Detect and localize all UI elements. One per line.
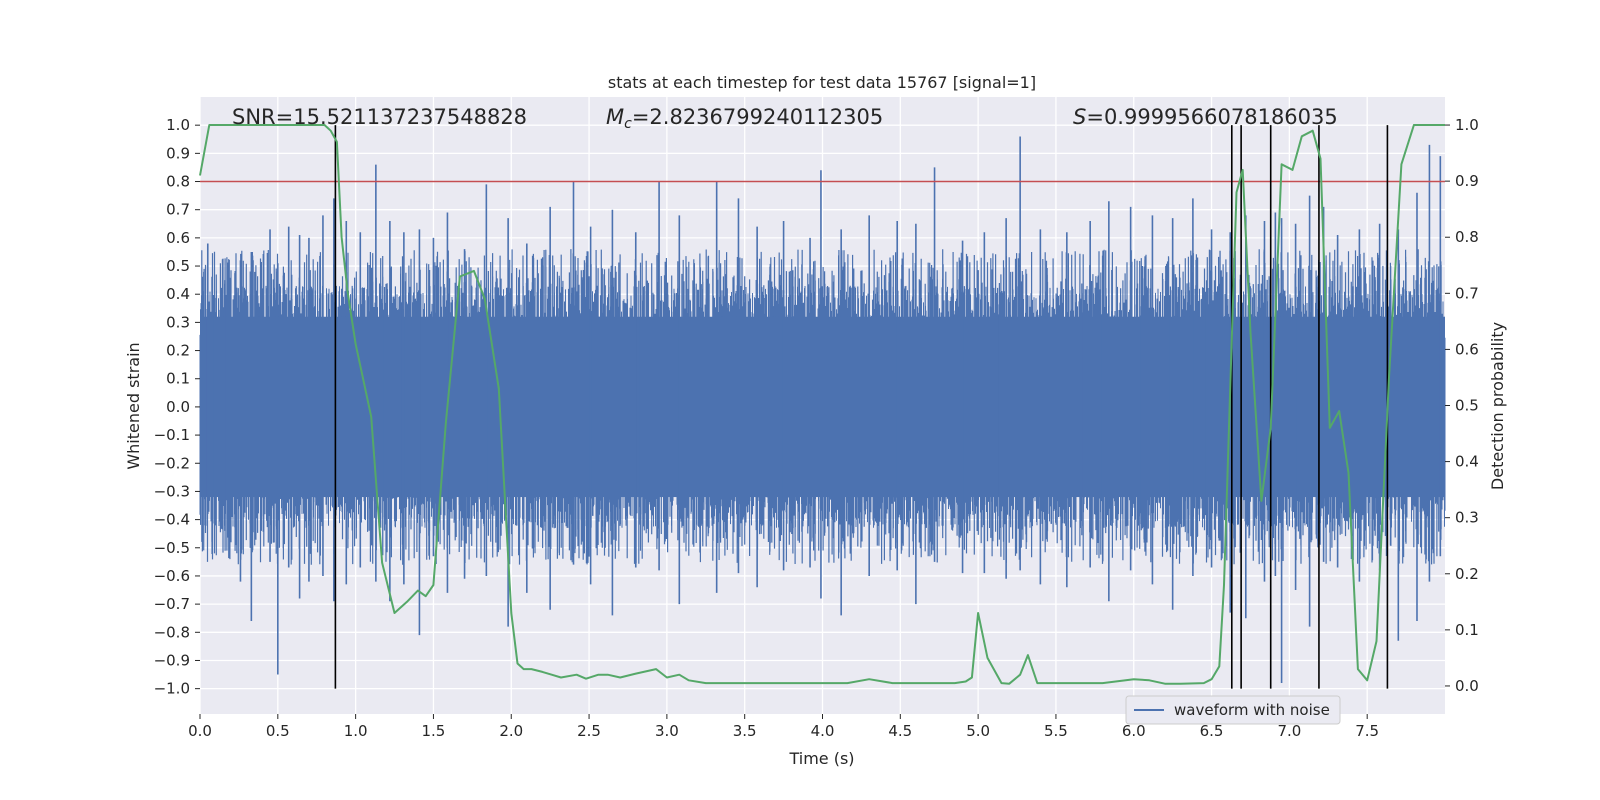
y-left-tick-label: 0.1 bbox=[166, 370, 190, 388]
y-right-tick-label: 0.9 bbox=[1455, 172, 1479, 190]
x-tick-label: 2.5 bbox=[577, 722, 601, 740]
significance-annotation: S=0.9999566078186035 bbox=[1073, 105, 1338, 129]
y-left-tick-label: −0.8 bbox=[154, 623, 190, 641]
y-left-tick-label: −0.4 bbox=[154, 511, 190, 529]
legend-box bbox=[1125, 695, 1341, 725]
y-left-tick-label: 0.5 bbox=[166, 257, 190, 275]
x-tick-label: 4.0 bbox=[811, 722, 835, 740]
legend: waveform with noise bbox=[1125, 695, 1341, 725]
x-tick-label: 2.0 bbox=[499, 722, 523, 740]
y-left-tick-label: 0.2 bbox=[166, 342, 190, 360]
x-tick-label: 1.5 bbox=[422, 722, 446, 740]
y-left-tick-label: 0.6 bbox=[166, 229, 190, 247]
significance-symbol: S bbox=[1073, 105, 1086, 129]
y-left-tick-label: 0.7 bbox=[166, 201, 190, 219]
y-axis-label-right: Detection probability bbox=[1488, 322, 1507, 490]
y-right-tick-label: 0.1 bbox=[1455, 621, 1479, 639]
x-tick-label: 6.5 bbox=[1200, 722, 1224, 740]
y-axis-label-left: Whitened strain bbox=[124, 342, 143, 469]
snr-annotation: SNR=15.521137237548828 bbox=[232, 105, 527, 129]
x-tick-label: 7.5 bbox=[1355, 722, 1379, 740]
x-tick-label: 3.0 bbox=[655, 722, 679, 740]
y-right-tick-label: 0.5 bbox=[1455, 397, 1479, 415]
x-tick-label: 0.5 bbox=[266, 722, 290, 740]
x-tick-label: 6.0 bbox=[1122, 722, 1146, 740]
y-left-tick-label: −1.0 bbox=[154, 680, 190, 698]
x-tick-label: 3.5 bbox=[733, 722, 757, 740]
y-left-tick-label: −0.3 bbox=[154, 482, 190, 500]
x-tick-label: 7.0 bbox=[1277, 722, 1301, 740]
y-left-tick-label: −0.1 bbox=[154, 426, 190, 444]
y-left-tick-label: −0.6 bbox=[154, 567, 190, 585]
x-tick-label: 0.0 bbox=[188, 722, 212, 740]
chirp-mass-symbol: M bbox=[606, 105, 624, 129]
y-left-tick-label: 1.0 bbox=[166, 116, 190, 134]
x-axis-label: Time (s) bbox=[788, 749, 854, 768]
y-right-tick-label: 0.8 bbox=[1455, 228, 1479, 246]
y-right-tick-label: 0.6 bbox=[1455, 340, 1479, 358]
detection-probability-line bbox=[199, 124, 1445, 685]
x-tick-label: 5.5 bbox=[1044, 722, 1068, 740]
x-tick-label: 1.0 bbox=[344, 722, 368, 740]
axes: 0.0 0.5 1.0 1.5 2.0 2.5 3.0 3.5 4.0 4.5 5.0 5.5 6.0 6… bbox=[154, 116, 1479, 740]
y-left-tick-label: −0.2 bbox=[154, 454, 190, 472]
chirp-mass-annotation: Mc=2.8236799240112305 bbox=[606, 105, 883, 132]
y-left-tick-label: 0.0 bbox=[166, 398, 190, 416]
y-left-tick-label: −0.9 bbox=[154, 651, 190, 669]
detection-probability-series bbox=[199, 124, 1445, 685]
x-tick-label: 4.5 bbox=[888, 722, 912, 740]
chirp-mass-value: =2.8236799240112305 bbox=[632, 105, 883, 129]
y-right-tick-label: 1.0 bbox=[1455, 116, 1479, 134]
significance-value: =0.9999566078186035 bbox=[1086, 105, 1337, 129]
x-tick-label: 5.0 bbox=[966, 722, 990, 740]
legend-label-waveform: waveform with noise bbox=[1174, 701, 1330, 719]
y-left-tick-label: −0.7 bbox=[154, 595, 190, 613]
y-left-tick-label: 0.4 bbox=[166, 285, 190, 303]
y-right-tick-label: 0.4 bbox=[1455, 453, 1479, 471]
y-right-tick-label: 0.2 bbox=[1455, 565, 1479, 583]
y-left-tick-label: 0.8 bbox=[166, 173, 190, 191]
y-left-tick-label: −0.5 bbox=[154, 539, 190, 557]
y-right-tick-label: 0.7 bbox=[1455, 284, 1479, 302]
y-left-tick-label: 0.9 bbox=[166, 144, 190, 162]
chart-title: stats at each timestep for test data 157… bbox=[608, 73, 1036, 92]
y-right-tick-label: 0.0 bbox=[1455, 677, 1479, 695]
y-right-tick-label: 0.3 bbox=[1455, 509, 1479, 527]
waveform-series bbox=[199, 136, 1446, 684]
chirp-mass-subscript: c bbox=[624, 116, 632, 132]
y-left-tick-label: 0.3 bbox=[166, 313, 190, 331]
